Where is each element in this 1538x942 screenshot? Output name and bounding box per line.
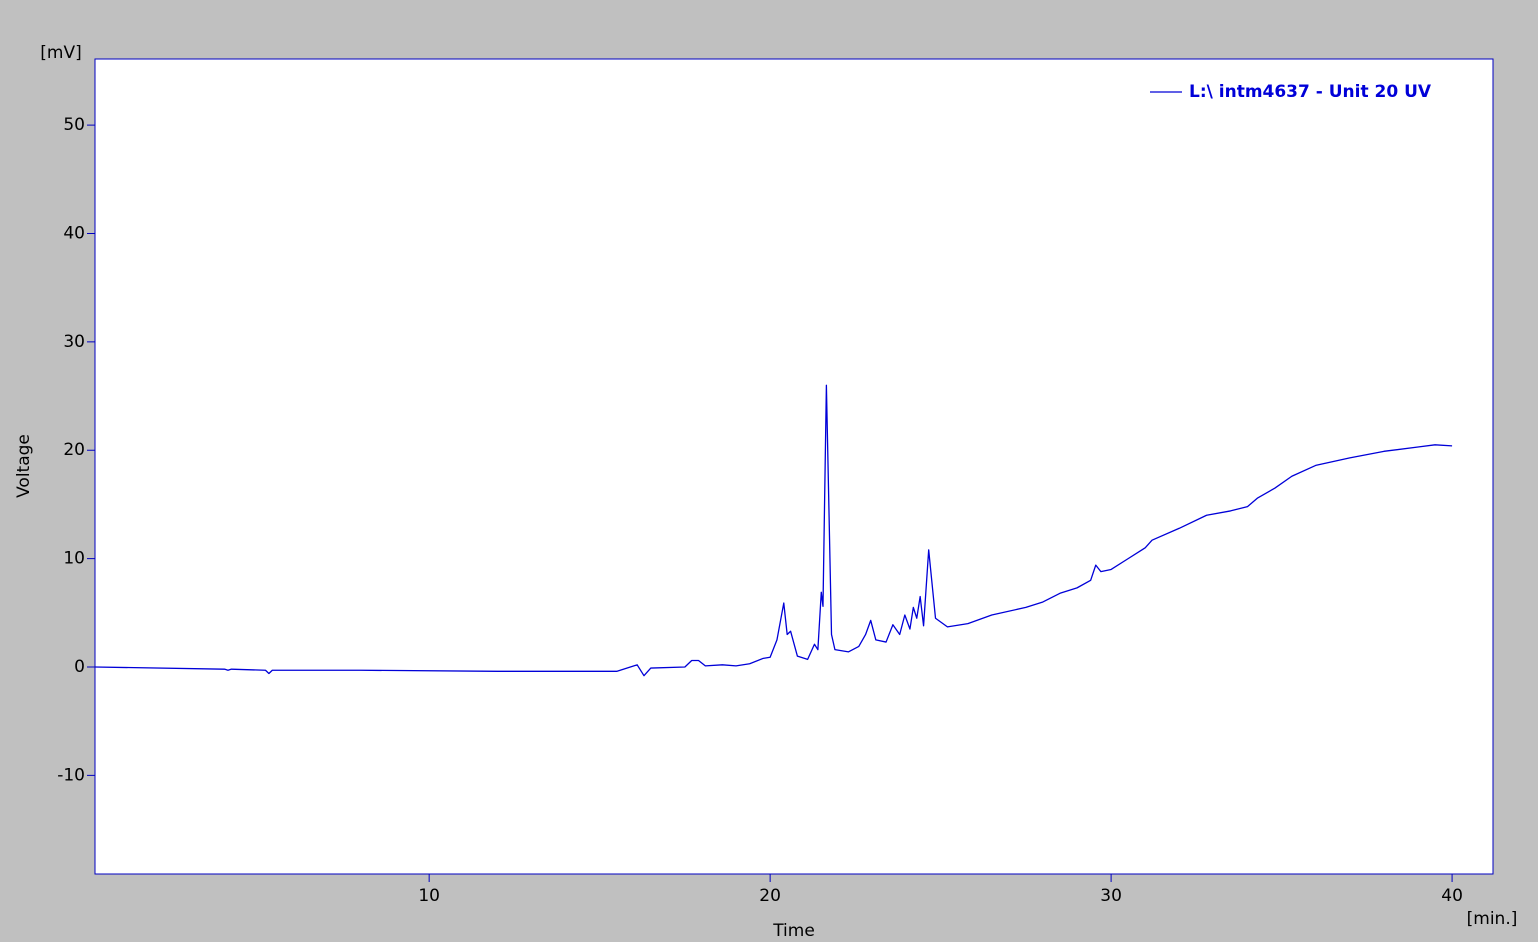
y-tick-label: 50 — [63, 115, 85, 135]
y-unit: [mV] — [40, 43, 81, 63]
y-tick-label: 20 — [63, 440, 85, 460]
x-tick-label: 30 — [1100, 886, 1122, 906]
y-tick-label: 40 — [63, 223, 85, 243]
y-axis-label: Voltage — [14, 434, 34, 498]
y-tick-label: 10 — [63, 549, 85, 569]
legend-label: L:\ intm4637 - Unit 20 UV — [1189, 82, 1432, 102]
x-unit: [min.] — [1467, 909, 1518, 929]
y-tick-label: 30 — [63, 332, 85, 352]
y-tick-label: 0 — [74, 657, 85, 677]
x-tick-label: 10 — [418, 886, 440, 906]
plot-area — [94, 58, 1494, 875]
x-tick-label: 40 — [1441, 886, 1463, 906]
x-tick-label: 20 — [759, 886, 781, 906]
data-line — [94, 384, 1453, 677]
x-axis-label: Time — [772, 921, 815, 941]
y-tick-label: -10 — [57, 765, 85, 785]
